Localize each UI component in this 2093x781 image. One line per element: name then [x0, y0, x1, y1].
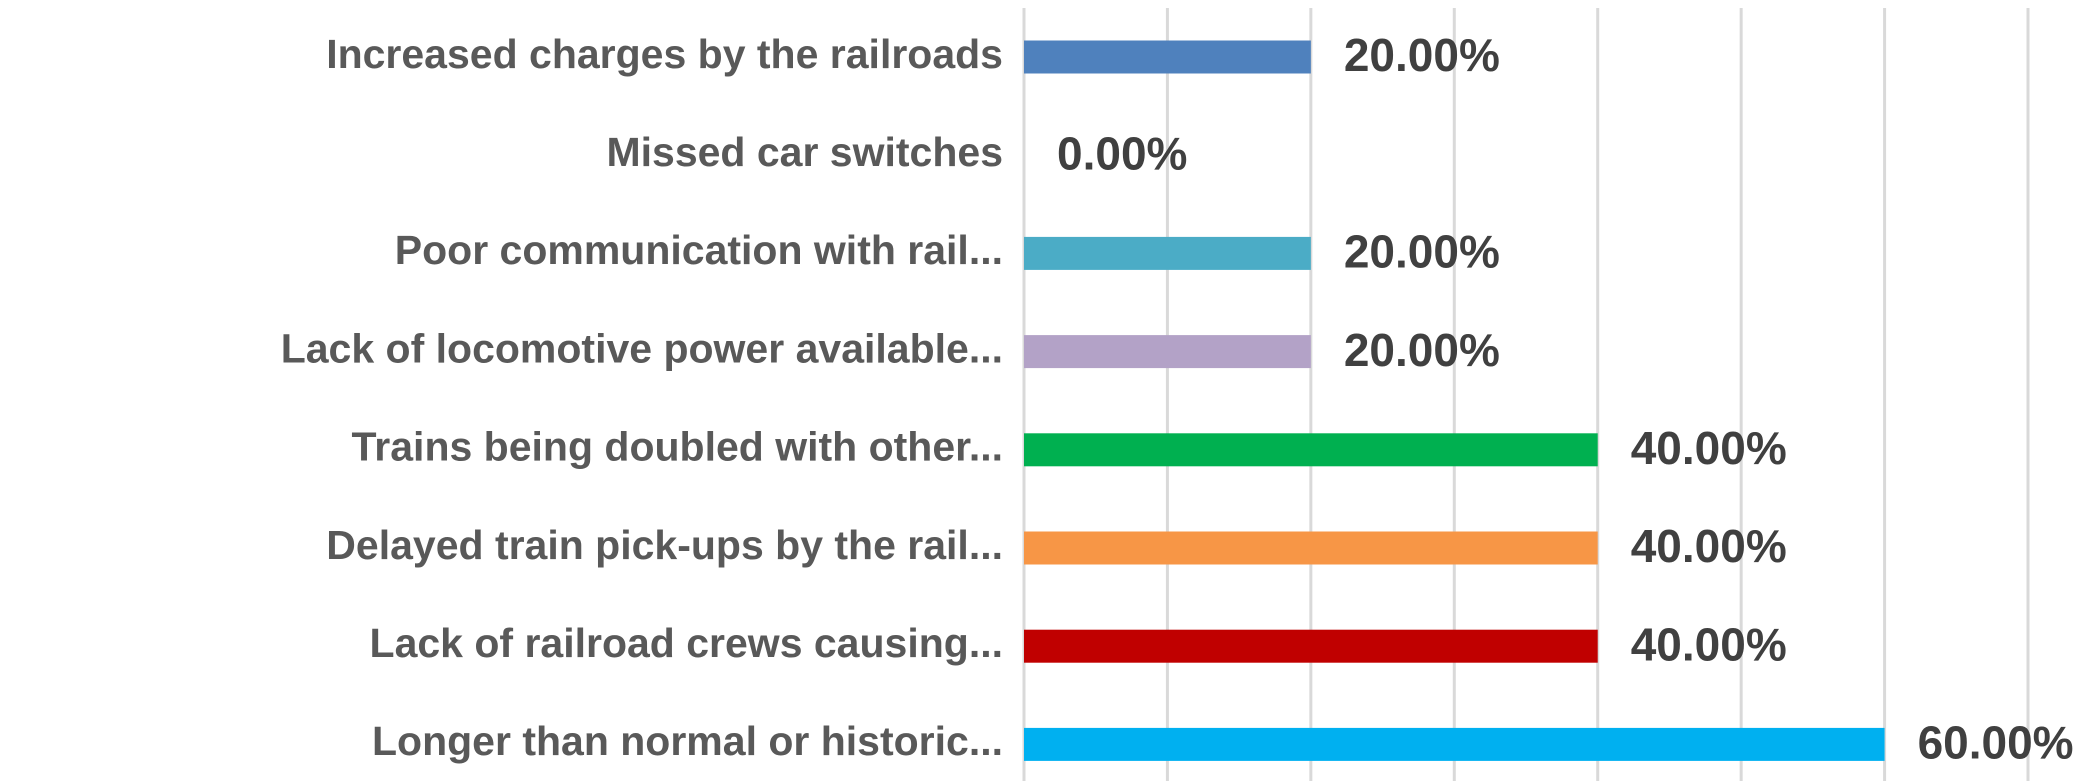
bar — [1024, 335, 1311, 369]
data-label: 60.00% — [1918, 717, 2074, 769]
bar — [1024, 531, 1598, 565]
category-label: Trains being doubled with other... — [352, 424, 1003, 470]
category-label: Increased charges by the railroads — [326, 31, 1003, 77]
data-label: 20.00% — [1344, 29, 1500, 81]
bar — [1024, 727, 1885, 761]
bar — [1024, 236, 1311, 270]
bar — [1024, 40, 1311, 74]
bar — [1024, 629, 1598, 663]
data-label: 20.00% — [1344, 226, 1500, 278]
data-label: 40.00% — [1631, 520, 1787, 572]
category-label: Lack of locomotive power available... — [281, 325, 1003, 371]
data-label: 40.00% — [1631, 618, 1787, 670]
data-label: 20.00% — [1344, 324, 1500, 376]
bar — [1024, 433, 1598, 467]
category-label: Longer than normal or historic... — [372, 718, 1003, 764]
category-label: Delayed train pick-ups by the rail... — [326, 522, 1003, 568]
category-label: Lack of railroad crews causing... — [370, 620, 1003, 666]
data-label: 0.00% — [1057, 127, 1187, 179]
category-label: Missed car switches — [606, 129, 1003, 175]
data-label: 40.00% — [1631, 422, 1787, 474]
category-label: Poor communication with rail... — [395, 227, 1003, 273]
